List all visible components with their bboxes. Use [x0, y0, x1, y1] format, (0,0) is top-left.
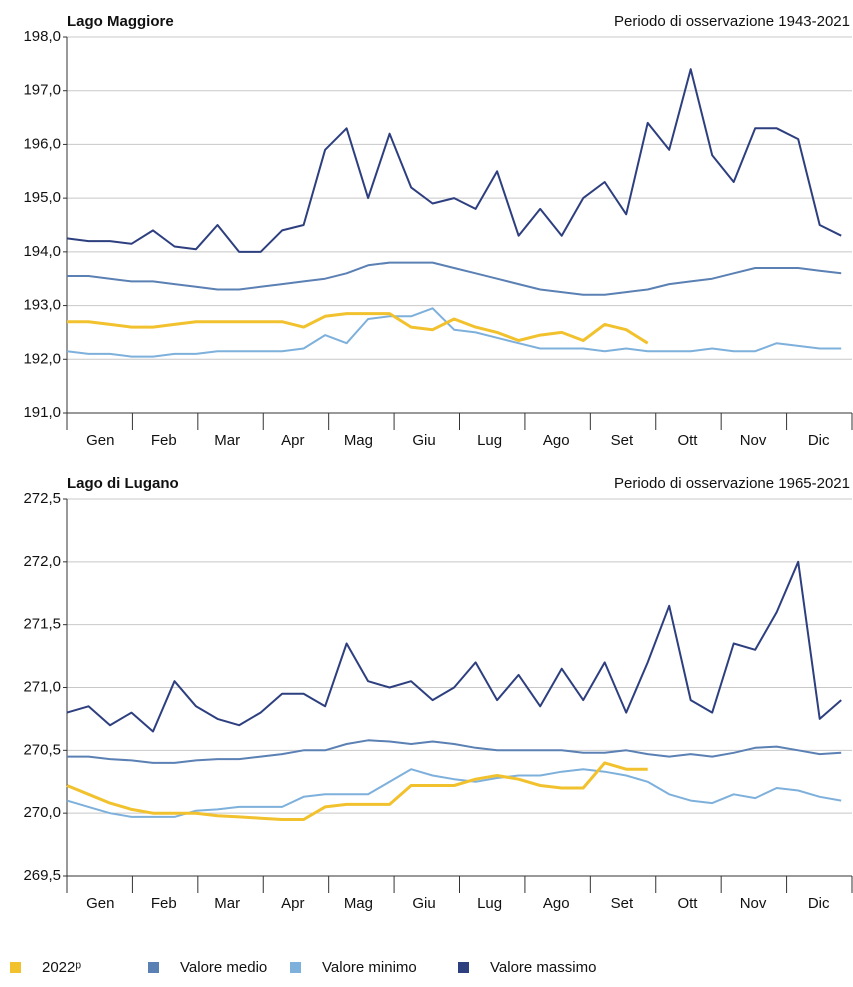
- chart-subtitle: Periodo di osservazione 1943-2021: [614, 13, 850, 30]
- x-tick-label: Lug: [477, 895, 502, 912]
- x-tick-label: Ago: [543, 895, 570, 912]
- y-tick-label: 198,0: [23, 28, 61, 45]
- x-tick-label: Feb: [151, 895, 177, 912]
- x-tick-label: Ago: [543, 432, 570, 449]
- legend-swatch: [148, 962, 159, 973]
- y-tick-label: 272,5: [23, 490, 61, 507]
- series-line: [67, 261, 842, 296]
- x-tick-label: Gen: [86, 895, 114, 912]
- y-tick-label: 193,0: [23, 297, 61, 314]
- legend-swatch: [10, 962, 21, 973]
- series-line: [66, 761, 648, 821]
- y-tick-label: 271,0: [23, 678, 61, 695]
- series-line: [67, 312, 649, 345]
- x-tick-label: Feb: [151, 432, 177, 449]
- series-line: [66, 560, 842, 733]
- legend-label: Valore minimo: [322, 959, 417, 976]
- y-tick-label: 196,0: [23, 135, 61, 152]
- y-tick-label: 270,0: [23, 804, 61, 821]
- legend-label: Valore massimo: [490, 959, 596, 976]
- x-tick-label: Mar: [214, 432, 240, 449]
- x-tick-label: Ott: [677, 432, 698, 449]
- y-tick-label: 269,5: [23, 867, 61, 884]
- series-line: [66, 307, 842, 358]
- legend-swatch: [458, 962, 469, 973]
- y-tick-label: 271,5: [23, 616, 61, 633]
- x-tick-label: Dic: [808, 432, 830, 449]
- x-tick-label: Ott: [677, 895, 698, 912]
- x-tick-label: Mar: [214, 895, 240, 912]
- y-tick-label: 272,0: [23, 553, 61, 570]
- x-tick-label: Set: [611, 895, 634, 912]
- legend-swatch: [290, 962, 301, 973]
- x-tick-label: Nov: [740, 895, 767, 912]
- legend-label: 2022ᵖ: [42, 959, 81, 976]
- y-tick-label: 197,0: [23, 82, 61, 99]
- x-tick-label: Apr: [281, 895, 304, 912]
- x-tick-label: Gen: [86, 432, 114, 449]
- x-tick-label: Mag: [344, 432, 373, 449]
- x-tick-label: Mag: [344, 895, 373, 912]
- chart-title: Lago Maggiore: [67, 13, 174, 30]
- x-tick-label: Nov: [740, 432, 767, 449]
- chart-title: Lago di Lugano: [67, 475, 179, 492]
- series-line: [67, 739, 842, 764]
- series-line: [66, 768, 842, 818]
- x-tick-label: Lug: [477, 432, 502, 449]
- y-tick-label: 191,0: [23, 404, 61, 421]
- x-tick-label: Set: [611, 432, 634, 449]
- x-tick-label: Giu: [412, 432, 435, 449]
- legend-label: Valore medio: [180, 959, 267, 976]
- y-tick-label: 192,0: [23, 350, 61, 367]
- chart-subtitle: Periodo di osservazione 1965-2021: [614, 475, 850, 492]
- x-tick-label: Apr: [281, 432, 304, 449]
- y-tick-label: 195,0: [23, 189, 61, 206]
- series-line: [66, 68, 842, 253]
- x-tick-label: Giu: [412, 895, 435, 912]
- y-tick-label: 194,0: [23, 243, 61, 260]
- x-tick-label: Dic: [808, 895, 830, 912]
- y-tick-label: 270,5: [23, 741, 61, 758]
